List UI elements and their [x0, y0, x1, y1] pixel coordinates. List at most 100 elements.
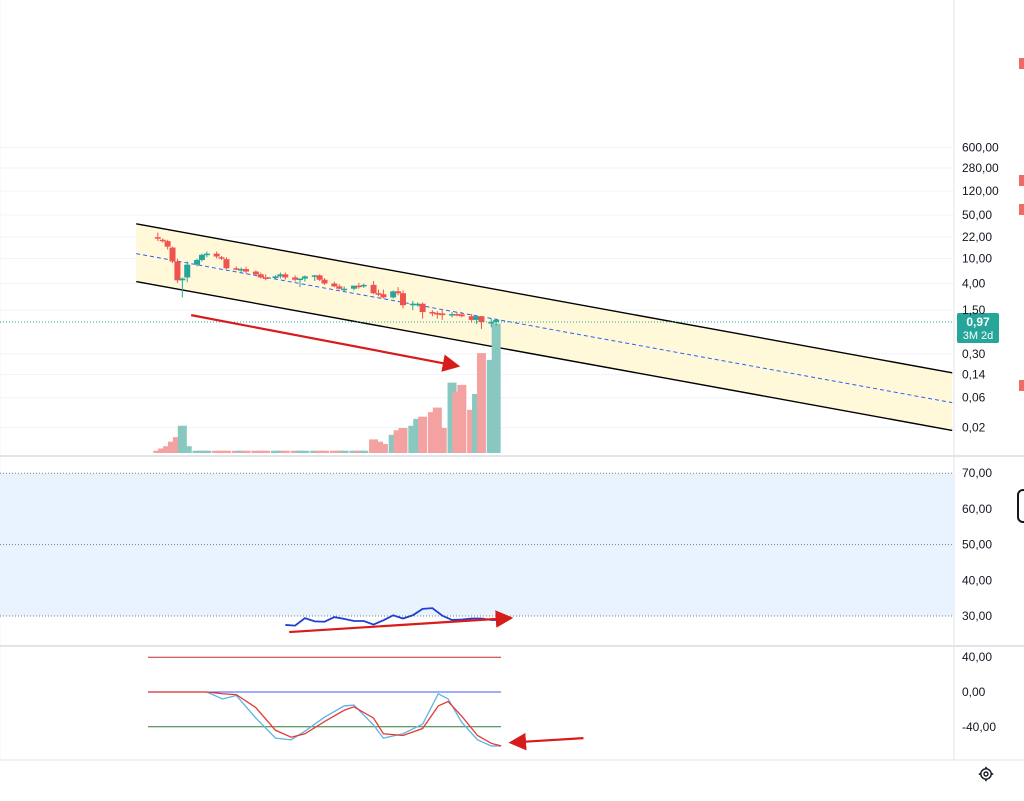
volume-bar: [310, 450, 320, 453]
volume-bar: [457, 384, 467, 453]
volume-bar: [231, 450, 241, 453]
volume-bar: [221, 450, 231, 453]
volume-bar: [241, 450, 251, 453]
candle-body: [179, 278, 186, 281]
candle-body: [449, 314, 456, 316]
volume-bar: [217, 450, 227, 453]
volume-bar: [251, 450, 261, 453]
candle-body: [282, 274, 289, 278]
candle-body: [164, 241, 171, 247]
volume-bar: [467, 409, 477, 453]
volume-bar: [388, 434, 398, 453]
channel-lower-line: [136, 280, 953, 432]
volume-bar: [202, 450, 212, 453]
volume-bar: [393, 430, 403, 453]
volume-bar: [275, 450, 285, 453]
price-tick-label: 1,50: [962, 303, 986, 317]
alert-marker[interactable]: [1019, 58, 1024, 69]
volume-bar: [418, 416, 428, 453]
volume-bar: [182, 446, 192, 453]
volume-bar: [349, 450, 359, 453]
rsi-tick-label: 70,00: [962, 466, 992, 480]
stoch-tick-label: -40,00: [962, 720, 996, 734]
rsi-tick-label: 60,00: [962, 502, 992, 516]
candle-body: [488, 322, 495, 324]
volume-bar: [408, 425, 418, 453]
volume-bar: [236, 450, 246, 453]
candle-body: [390, 291, 397, 298]
volume-bar: [447, 382, 457, 453]
stoch-k-line: [148, 691, 502, 747]
pane-resize-handle[interactable]: [1017, 489, 1024, 523]
candle-body: [419, 303, 426, 313]
price-badge-value: 0,97: [966, 315, 990, 329]
candle-body: [316, 275, 323, 280]
price-badge: [957, 313, 999, 344]
volume-bar: [413, 418, 423, 453]
volume-bar: [476, 353, 486, 453]
candle-body: [257, 274, 264, 278]
volume-bar: [437, 428, 447, 453]
candle-body: [399, 293, 406, 306]
volume-bar: [339, 450, 349, 453]
candle-body: [453, 314, 460, 316]
candle-body: [473, 316, 480, 320]
price-tick-label: 0,02: [962, 421, 986, 435]
candle-body: [429, 312, 436, 314]
candle-body: [194, 259, 201, 265]
candle-body: [478, 316, 485, 323]
volume-bar: [472, 393, 482, 453]
candle-body: [375, 293, 382, 295]
candle-body: [336, 286, 343, 289]
volume-bar: [359, 450, 369, 453]
volume-bar: [432, 407, 442, 453]
volume-bar: [329, 450, 339, 453]
candle-body: [321, 279, 328, 284]
rsi-line: [285, 607, 502, 627]
alert-marker[interactable]: [1019, 380, 1024, 391]
price-tick-label: 50,00: [962, 208, 992, 222]
volume-bar: [256, 450, 266, 453]
channel-fill: [136, 223, 953, 431]
volume-bar: [369, 439, 379, 453]
volume-bar: [295, 450, 305, 453]
price-tick-label: 280,00: [962, 161, 999, 175]
trend-arrow: [508, 732, 584, 751]
candle-body: [174, 261, 181, 281]
volume-bar: [172, 437, 182, 453]
rsi-tick-label: 50,00: [962, 538, 992, 552]
candle-body: [350, 285, 357, 289]
candle-body: [252, 271, 259, 275]
volume-bar: [158, 448, 168, 453]
candle-body: [218, 257, 225, 259]
price-tick-label: 0,14: [962, 368, 986, 382]
volume-bar: [334, 450, 344, 453]
candle-body: [341, 288, 348, 291]
candle-body: [439, 313, 446, 316]
alert-marker[interactable]: [1019, 204, 1024, 215]
price-tick-label: 4,00: [962, 277, 986, 291]
chart-settings-button[interactable]: [975, 763, 997, 785]
candle-body: [311, 275, 318, 277]
price-tick-label: 0,06: [962, 391, 986, 405]
candle-body: [458, 314, 465, 317]
volume-bar: [373, 441, 383, 453]
alert-marker[interactable]: [1019, 175, 1024, 186]
volume-bar: [486, 359, 496, 453]
volume-bar: [378, 443, 388, 453]
volume-bar: [354, 450, 364, 453]
candle-body: [262, 277, 269, 279]
volume-bar: [177, 425, 187, 453]
price-tick-label: 600,00: [962, 140, 999, 154]
volume-bar: [163, 446, 173, 453]
volume-bar: [197, 450, 207, 453]
volume-bar: [261, 450, 271, 453]
candle-body: [169, 247, 176, 262]
gear-icon: [978, 766, 994, 782]
candle-body: [395, 291, 402, 294]
channel-middle-line: [136, 253, 953, 404]
candle-body: [223, 259, 230, 269]
candle-body: [213, 253, 220, 257]
rsi-tick-label: 30,00: [962, 609, 992, 623]
